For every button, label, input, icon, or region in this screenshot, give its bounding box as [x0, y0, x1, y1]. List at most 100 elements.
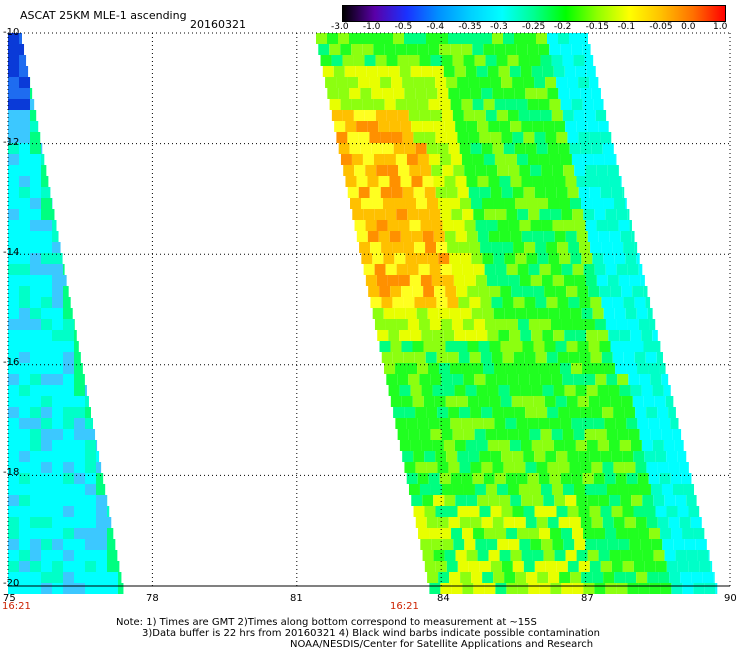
wind-cell — [598, 495, 610, 506]
wind-cell — [361, 253, 373, 264]
wind-cell — [405, 253, 417, 264]
wind-cell — [636, 572, 648, 583]
wind-cell — [506, 528, 518, 539]
wind-cell — [404, 88, 416, 99]
wind-cell — [391, 132, 403, 143]
wind-cell — [458, 352, 470, 363]
wind-cell — [530, 220, 542, 231]
wind-cell — [664, 495, 676, 506]
wind-cell — [19, 77, 30, 88]
wind-cell — [107, 517, 112, 528]
wind-cell — [470, 88, 482, 99]
lat-label: -16 — [3, 357, 20, 368]
wind-cell — [567, 187, 579, 198]
wind-cell — [613, 462, 625, 473]
wind-cell — [41, 209, 52, 220]
wind-cell — [440, 319, 452, 330]
wind-cell — [498, 66, 510, 77]
wind-cell — [107, 583, 118, 594]
wind-cell — [437, 517, 449, 528]
wind-cell — [559, 198, 571, 209]
wind-cell — [438, 253, 450, 264]
wind-cell — [448, 88, 460, 99]
wind-cell — [52, 561, 63, 572]
wind-cell — [518, 484, 530, 495]
wind-cell — [52, 495, 63, 506]
wind-cell — [85, 462, 96, 473]
wind-cell — [643, 286, 648, 297]
wind-cell — [477, 121, 489, 132]
wind-cell — [427, 198, 439, 209]
wind-cell — [356, 231, 368, 242]
wind-cell — [41, 396, 52, 407]
wind-cell — [19, 407, 30, 418]
wind-cell — [385, 319, 397, 330]
wind-cell — [580, 33, 588, 44]
wind-cell — [616, 319, 628, 330]
wind-cell — [618, 539, 630, 550]
wind-cell — [598, 550, 610, 561]
wind-cell — [361, 198, 373, 209]
wind-cell — [8, 528, 19, 539]
wind-cell — [527, 418, 539, 429]
wind-cell — [19, 517, 30, 528]
wind-cell — [383, 198, 395, 209]
wind-cell — [537, 253, 549, 264]
wind-cell — [668, 462, 680, 473]
lon-label: 90 — [724, 593, 737, 604]
wind-cell — [519, 165, 531, 176]
wind-cell — [454, 66, 466, 77]
wind-cell — [481, 143, 493, 154]
wind-cell — [466, 176, 478, 187]
wind-cell — [450, 363, 462, 374]
wind-cell — [655, 561, 667, 572]
wind-cell — [539, 583, 551, 594]
wind-cell — [628, 374, 640, 385]
wind-cell — [518, 374, 530, 385]
wind-cell — [677, 506, 689, 517]
wind-cell — [416, 308, 428, 319]
wind-cell — [467, 341, 479, 352]
wind-cell — [510, 231, 522, 242]
wind-cell — [96, 462, 102, 473]
wind-cell — [63, 308, 73, 319]
wind-cell — [41, 528, 52, 539]
wind-cell — [546, 297, 558, 308]
wind-cell — [392, 242, 404, 253]
wind-cell — [52, 473, 63, 484]
wind-cell — [85, 429, 96, 440]
wind-cell — [389, 231, 401, 242]
wind-cell — [74, 506, 85, 517]
wind-cell — [19, 286, 30, 297]
wind-cell — [534, 506, 546, 517]
wind-cell — [491, 297, 503, 308]
wind-cell — [455, 176, 467, 187]
wind-cell — [542, 440, 554, 451]
wind-cell — [423, 396, 435, 407]
wind-cell — [63, 462, 74, 473]
wind-cell — [566, 286, 578, 297]
wind-cell — [549, 99, 561, 110]
wind-cell — [424, 77, 436, 88]
wind-cell — [448, 33, 459, 44]
wind-cell — [485, 55, 497, 66]
wind-cell — [30, 407, 41, 418]
wind-cell — [616, 209, 628, 220]
wind-cell — [52, 308, 63, 319]
wind-cell — [467, 396, 479, 407]
wind-cell — [627, 583, 639, 594]
wind-cell — [492, 407, 504, 418]
wind-cell — [413, 451, 425, 462]
wind-cell — [379, 286, 391, 297]
wind-cell — [592, 253, 604, 264]
wind-cell — [571, 154, 583, 165]
wind-cell — [492, 88, 504, 99]
wind-cell — [551, 429, 563, 440]
wind-cell — [527, 363, 539, 374]
wind-cell — [523, 506, 535, 517]
wind-cell — [586, 385, 598, 396]
wind-cell — [536, 33, 547, 44]
wind-cell — [367, 176, 379, 187]
wind-cell — [52, 418, 63, 429]
wind-cell — [487, 66, 499, 77]
